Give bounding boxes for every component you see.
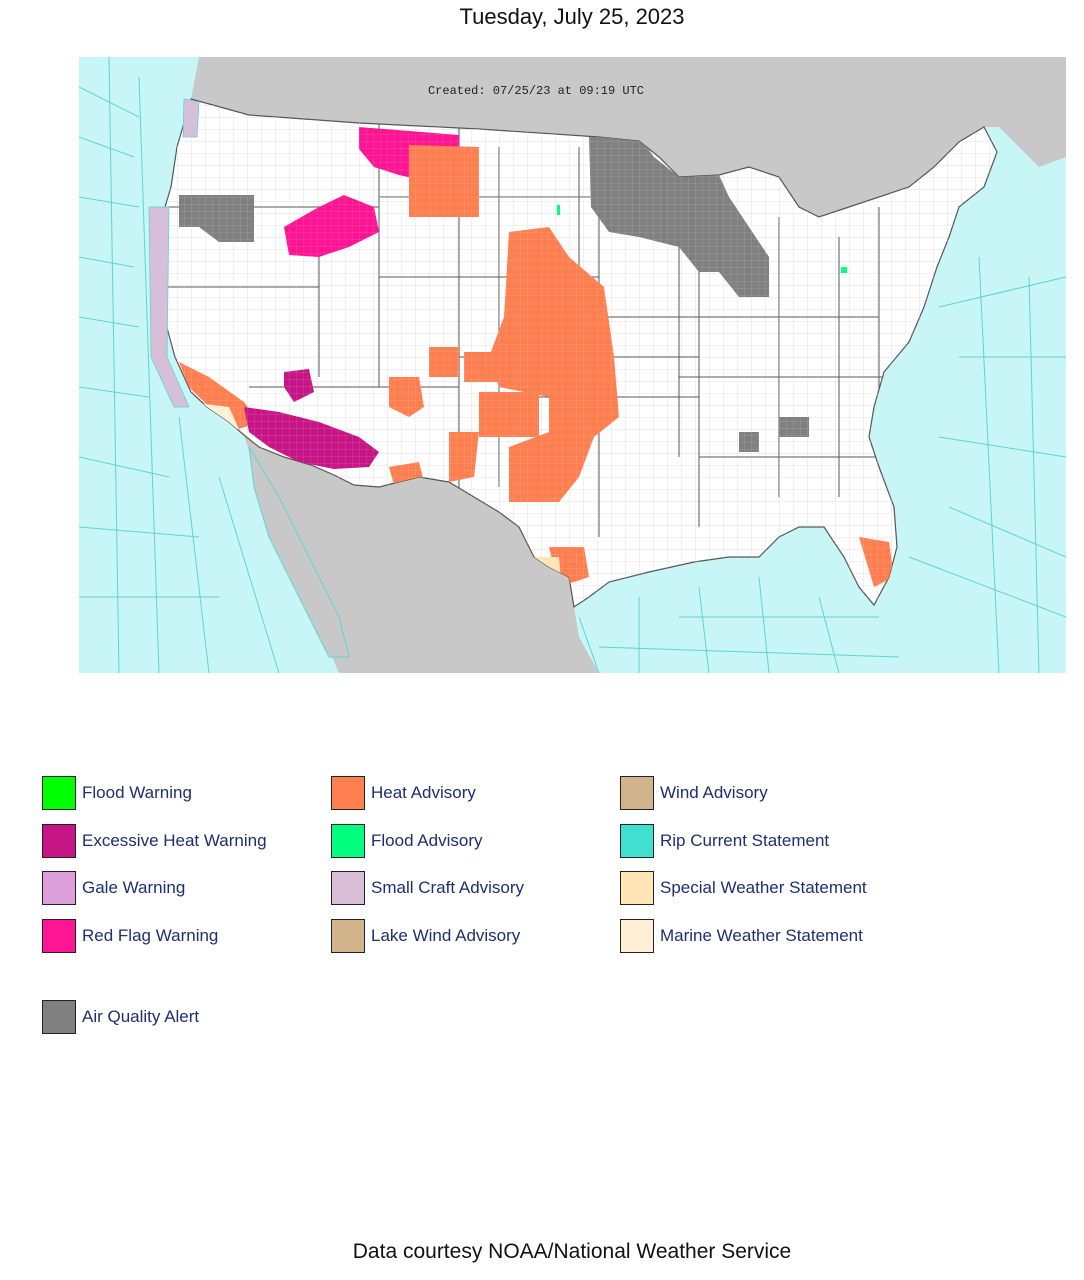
alert-flood-advisory-sd: [557, 205, 560, 215]
legend-swatch: [620, 871, 654, 905]
legend-item: Red Flag Warning: [42, 918, 218, 954]
map-svg: Created: 07/25/23 at 09:19 UTC: [79, 57, 1066, 673]
legend-label: Flood Warning: [82, 783, 192, 802]
legend-label: Heat Advisory: [371, 783, 476, 802]
weather-alert-map: Created: 07/25/23 at 09:19 UTC: [79, 57, 1066, 673]
legend-item: Excessive Heat Warning: [42, 823, 267, 859]
legend-label: Excessive Heat Warning: [82, 831, 267, 850]
legend-item: Air Quality Alert: [42, 999, 199, 1035]
legend-swatch: [42, 1000, 76, 1034]
legend-item: Rip Current Statement: [620, 823, 829, 859]
legend-item: Wind Advisory: [620, 775, 768, 811]
legend-swatch: [620, 824, 654, 858]
legend-swatch: [42, 871, 76, 905]
legend-swatch: [331, 919, 365, 953]
alert-flood-advisory-ohio: [841, 267, 847, 273]
alert-small-craft-washington: [182, 98, 200, 138]
legend-label: Gale Warning: [82, 878, 186, 897]
marine-zones: [79, 57, 1066, 673]
data-credit: Data courtesy NOAA/National Weather Serv…: [352, 1240, 792, 1263]
legend-swatch: [620, 919, 654, 953]
legend-label: Air Quality Alert: [82, 1007, 200, 1026]
legend-swatch: [42, 824, 76, 858]
legend-label: Rip Current Statement: [660, 831, 830, 850]
legend-item: Heat Advisory: [331, 775, 476, 811]
legend-item: Gale Warning: [42, 870, 185, 906]
alert-heat-colorado: [429, 347, 499, 382]
legend-label: Red Flag Warning: [82, 926, 219, 945]
legend-item: Lake Wind Advisory: [331, 918, 520, 954]
legend-swatch: [331, 776, 365, 810]
alert-small-craft-west-coast: [148, 206, 190, 408]
alert-heat-montana: [409, 145, 479, 217]
legend-item: Small Craft Advisory: [331, 870, 524, 906]
legend-label: Flood Advisory: [371, 831, 483, 850]
legend-item: Marine Weather Statement: [620, 918, 863, 954]
legend-swatch: [620, 776, 654, 810]
legend-label: Marine Weather Statement: [660, 926, 863, 945]
legend-label: Small Craft Advisory: [371, 878, 525, 897]
legend-label: Wind Advisory: [660, 783, 768, 802]
alert-heat-nm-texas: [479, 392, 539, 437]
legend-swatch: [42, 776, 76, 810]
legend-item: Flood Advisory: [331, 823, 483, 859]
page-date-title: Tuesday, July 25, 2023: [459, 4, 685, 29]
legend-item: Special Weather Statement: [620, 870, 867, 906]
legend-item: Flood Warning: [42, 775, 192, 811]
legend-swatch: [42, 919, 76, 953]
legend-label: Special Weather Statement: [660, 878, 867, 897]
legend-swatch: [331, 824, 365, 858]
legend-swatch: [331, 871, 365, 905]
legend-label: Lake Wind Advisory: [371, 926, 521, 945]
map-created-stamp: Created: 07/25/23 at 09:19 UTC: [428, 84, 644, 98]
